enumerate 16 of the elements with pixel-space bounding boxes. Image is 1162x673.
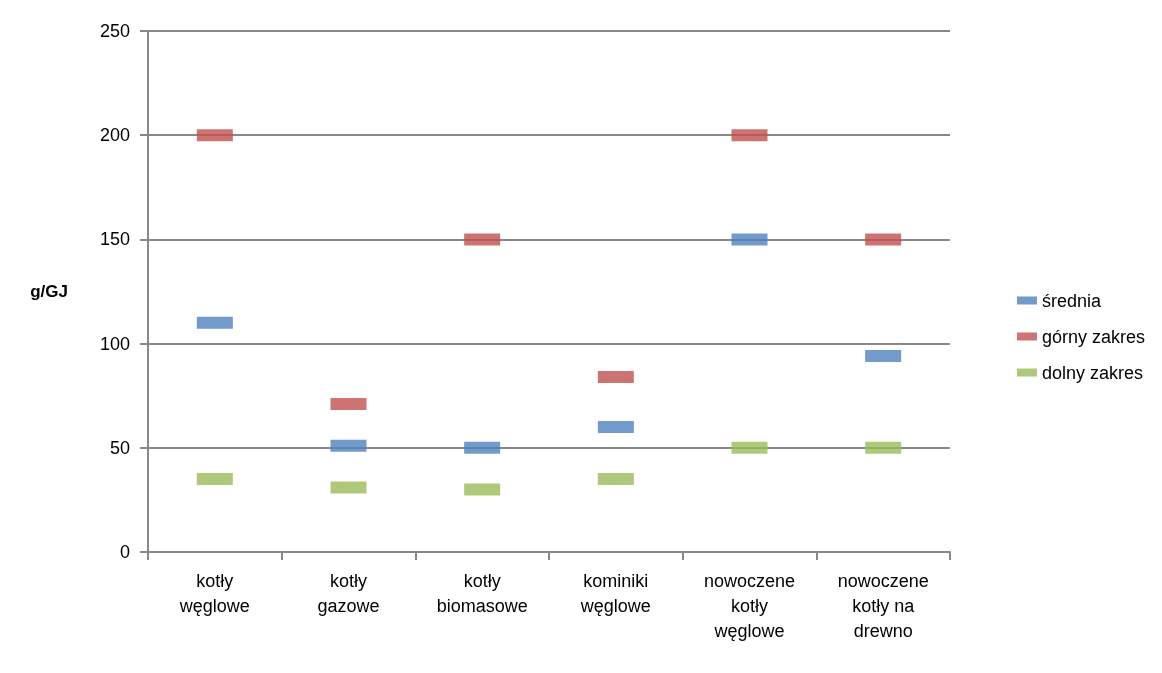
y-tick-label: 0 <box>119 542 130 562</box>
x-tick-label: kominiki węglowe <box>579 570 651 616</box>
y-tick-label: 200 <box>99 125 130 146</box>
legend-label: górny zakres <box>1041 326 1145 347</box>
x-tick-label: kotły biomasowe <box>436 570 528 616</box>
legend-label: średnia <box>1041 290 1102 311</box>
y-tick-label: 150 <box>99 229 130 250</box>
x-tick-label: kotły węglowe <box>178 570 250 616</box>
y-axis-title: g/GJ <box>30 282 68 301</box>
y-tick-label: 100 <box>99 333 130 354</box>
y-tick-label: 50 <box>109 437 130 458</box>
x-tick-label: kotły gazowe <box>317 570 380 616</box>
y-tick-label: 250 <box>99 21 130 41</box>
x-tick-label: nowoczene kotły na drewno <box>837 570 929 641</box>
x-tick-label: nowoczene kotły węglowe <box>703 570 796 641</box>
legend-label: dolny zakres <box>1041 362 1144 383</box>
